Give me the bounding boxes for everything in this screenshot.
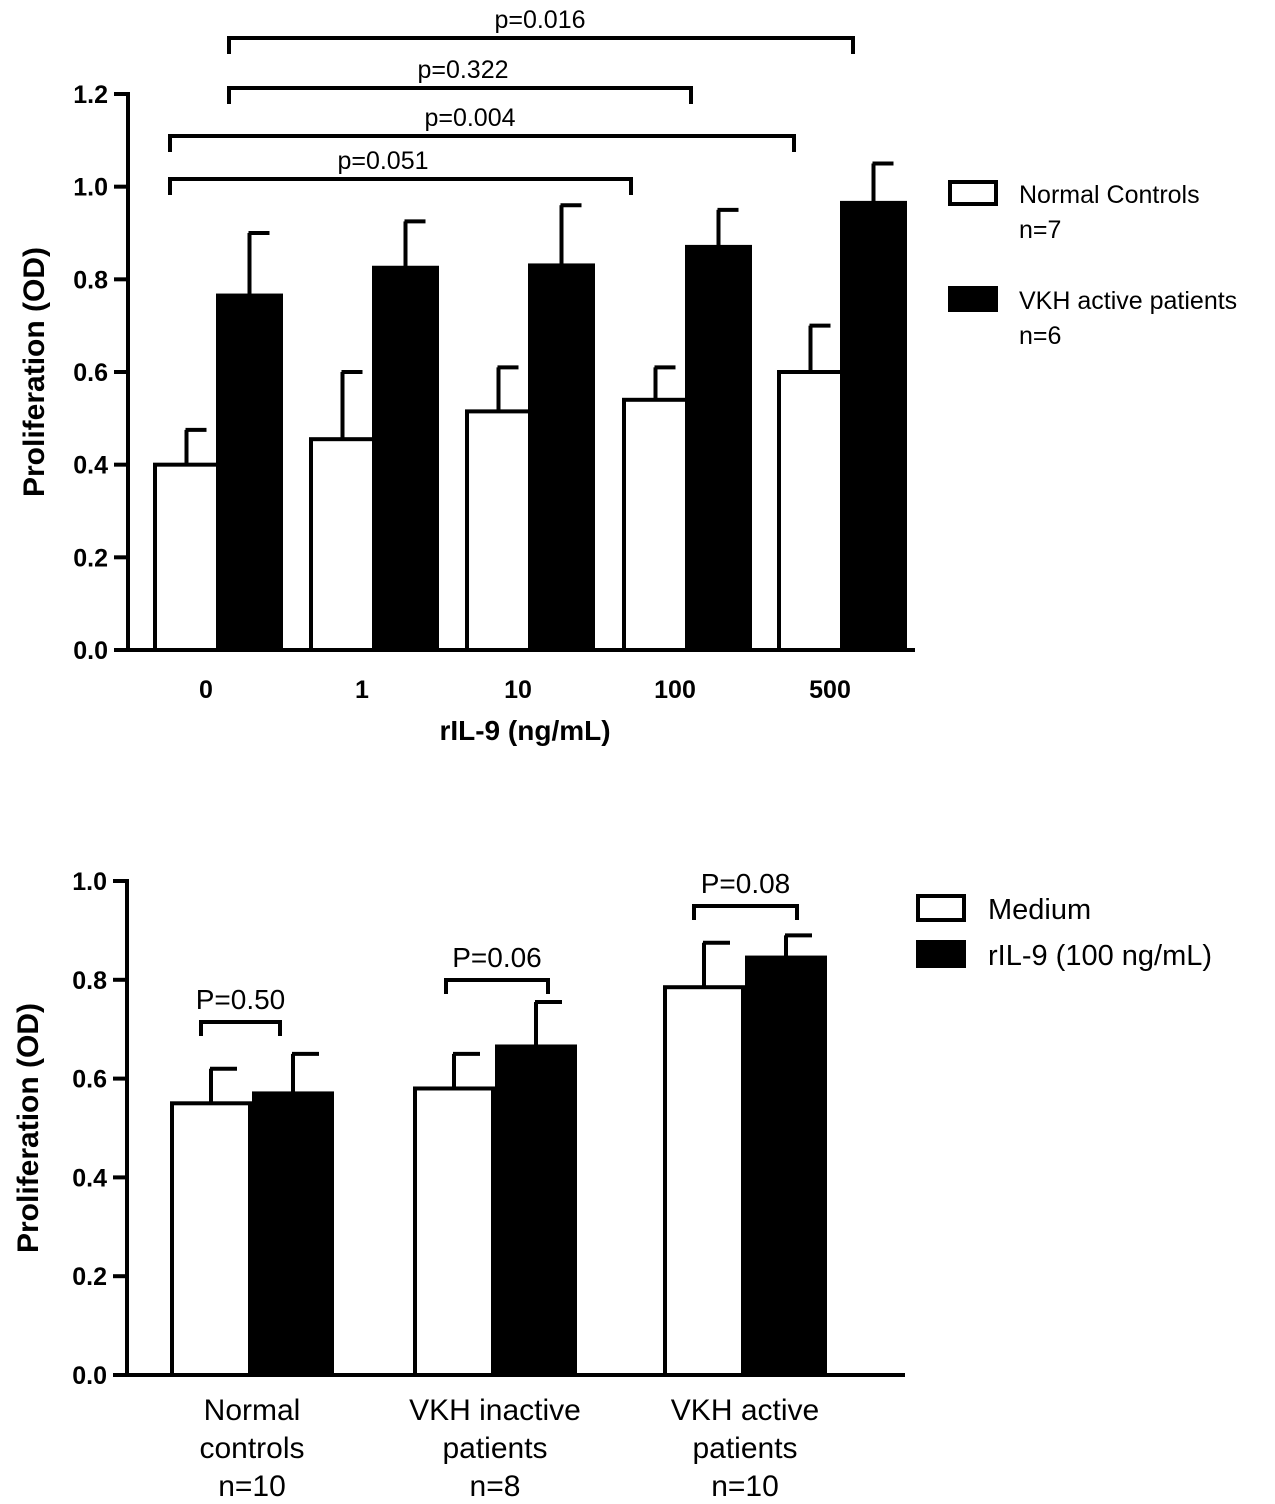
x-tick-label-vkh-inactive-patients-line-2: patients — [442, 1432, 547, 1465]
p-value-label: p=0.322 — [417, 56, 508, 84]
p-value-label: p=0.016 — [494, 6, 585, 34]
significance-bracket-p-0-051: p=0.051 — [168, 147, 633, 195]
x-tick-label-vkh-active-patients-line-1: VKH active — [671, 1394, 819, 1427]
bar-normal-controls-500 — [777, 370, 844, 652]
chart-1: Proliferation (OD) rIL-9 (ng/mL) 0 1 10 100… — [18, 6, 1237, 746]
bracket-line — [168, 134, 796, 152]
y-tick-label-0-0: 0.0 — [73, 637, 108, 665]
bar-normal-controls-1 — [309, 437, 376, 652]
bar-ril-9-100-ng-ml-vkh-active-patients — [745, 955, 827, 1377]
y-tick-label-1-0: 1.0 — [73, 174, 108, 202]
bracket-line — [227, 36, 855, 54]
x-tick-label-vkh-active-patients-line-3: n=10 — [711, 1470, 779, 1503]
bar-medium-vkh-active-patients — [663, 985, 745, 1378]
bracket-line — [168, 177, 633, 195]
x-tick-label-normal-controls-line-1: Normal — [204, 1394, 301, 1427]
legend-swatch-vkh-active — [948, 286, 998, 312]
p-value-label: P=0.08 — [701, 868, 791, 899]
legend-label-vkh-active: VKH active patients — [1019, 287, 1237, 315]
chart-2: Proliferation (OD) 0.0 0.2 0.4 0.6 0.8 1.0 P=… — [12, 868, 1212, 1503]
bracket-line — [444, 978, 550, 994]
chart1-x-axis-label: rIL-9 (ng/mL) — [439, 715, 610, 746]
y-tick-label-0-2: 0.2 — [72, 1263, 107, 1291]
bar-ril-9-100-ng-ml-normal-controls — [252, 1091, 334, 1378]
x-tick-label-10: 10 — [504, 676, 532, 704]
bar-vkh-active-patients-100 — [685, 244, 752, 652]
y-tick-label-0-2: 0.2 — [73, 544, 108, 572]
y-tick-label-0-8: 0.8 — [72, 967, 107, 995]
x-tick-label-0: 0 — [199, 676, 213, 704]
chart1-y-axis-label: Proliferation (OD) — [18, 247, 51, 497]
legend-sublabel-vkh-active: n=6 — [1019, 322, 1061, 350]
y-tick-label-0-8: 0.8 — [73, 266, 108, 294]
bracket-line — [227, 86, 693, 104]
significance-bracket-p-0-016: p=0.016 — [227, 6, 855, 54]
p-value-label: P=0.06 — [452, 942, 542, 973]
y-tick-label-0-4: 0.4 — [73, 452, 108, 480]
bar-vkh-active-patients-500 — [840, 200, 907, 652]
x-tick-label-normal-controls-line-2: controls — [199, 1432, 304, 1465]
significance-bracket-p-0-322: p=0.322 — [227, 56, 693, 104]
y-tick-label-0-6: 0.6 — [72, 1066, 107, 1094]
bar-vkh-active-patients-1 — [372, 265, 439, 652]
legend-label-normal-controls: Normal Controls — [1019, 181, 1200, 209]
significance-bracket-p-0-50: P=0.50 — [196, 984, 286, 1036]
x-tick-label-normal-controls-line-3: n=10 — [218, 1470, 286, 1503]
legend-sublabel-normal-controls: n=7 — [1019, 216, 1061, 244]
legend-swatch-medium — [916, 894, 966, 922]
bar-vkh-active-patients-0 — [216, 293, 283, 652]
x-tick-label-500: 500 — [809, 676, 851, 704]
bar-medium-vkh-inactive-patients — [413, 1086, 495, 1377]
significance-bracket-p-0-06: P=0.06 — [444, 942, 550, 994]
bar-vkh-active-patients-10 — [528, 263, 595, 652]
legend-label-medium: Medium — [988, 894, 1091, 926]
p-value-label: P=0.50 — [196, 984, 286, 1015]
significance-bracket-p-0-08: P=0.08 — [692, 868, 799, 920]
significance-bracket-p-0-004: p=0.004 — [168, 104, 796, 152]
bracket-line — [199, 1020, 282, 1036]
x-tick-label-1: 1 — [355, 676, 369, 704]
bar-normal-controls-100 — [622, 397, 689, 652]
p-value-label: p=0.051 — [337, 147, 428, 175]
y-tick-label-0-4: 0.4 — [72, 1164, 107, 1192]
x-tick-label-100: 100 — [654, 676, 696, 704]
bar-medium-normal-controls — [170, 1101, 252, 1378]
bar-normal-controls-10 — [465, 409, 532, 652]
y-tick-label-1-2: 1.2 — [73, 81, 108, 109]
legend-swatch-ril9 — [916, 940, 966, 968]
x-tick-label-vkh-inactive-patients-line-3: n=8 — [470, 1470, 521, 1503]
x-tick-label-vkh-inactive-patients-line-1: VKH inactive — [409, 1394, 581, 1427]
legend-label-ril9: rIL-9 (100 ng/mL) — [988, 940, 1212, 972]
chart2-y-axis-label: Proliferation (OD) — [12, 1003, 45, 1253]
p-value-label: p=0.004 — [424, 104, 515, 132]
y-tick-label-1-0: 1.0 — [72, 868, 107, 896]
y-tick-label-0-0: 0.0 — [72, 1362, 107, 1390]
y-tick-label-0-6: 0.6 — [73, 359, 108, 387]
chart2-legend: Medium rIL-9 (100 ng/mL) — [916, 894, 1212, 972]
chart1-legend: Normal Controls n=7 VKH active patients … — [948, 180, 1237, 350]
bar-normal-controls-0 — [153, 462, 220, 652]
bracket-line — [692, 904, 799, 920]
legend-swatch-normal-controls — [948, 180, 998, 206]
x-tick-label-vkh-active-patients-line-2: patients — [692, 1432, 797, 1465]
bar-ril-9-100-ng-ml-vkh-inactive-patients — [495, 1044, 577, 1377]
